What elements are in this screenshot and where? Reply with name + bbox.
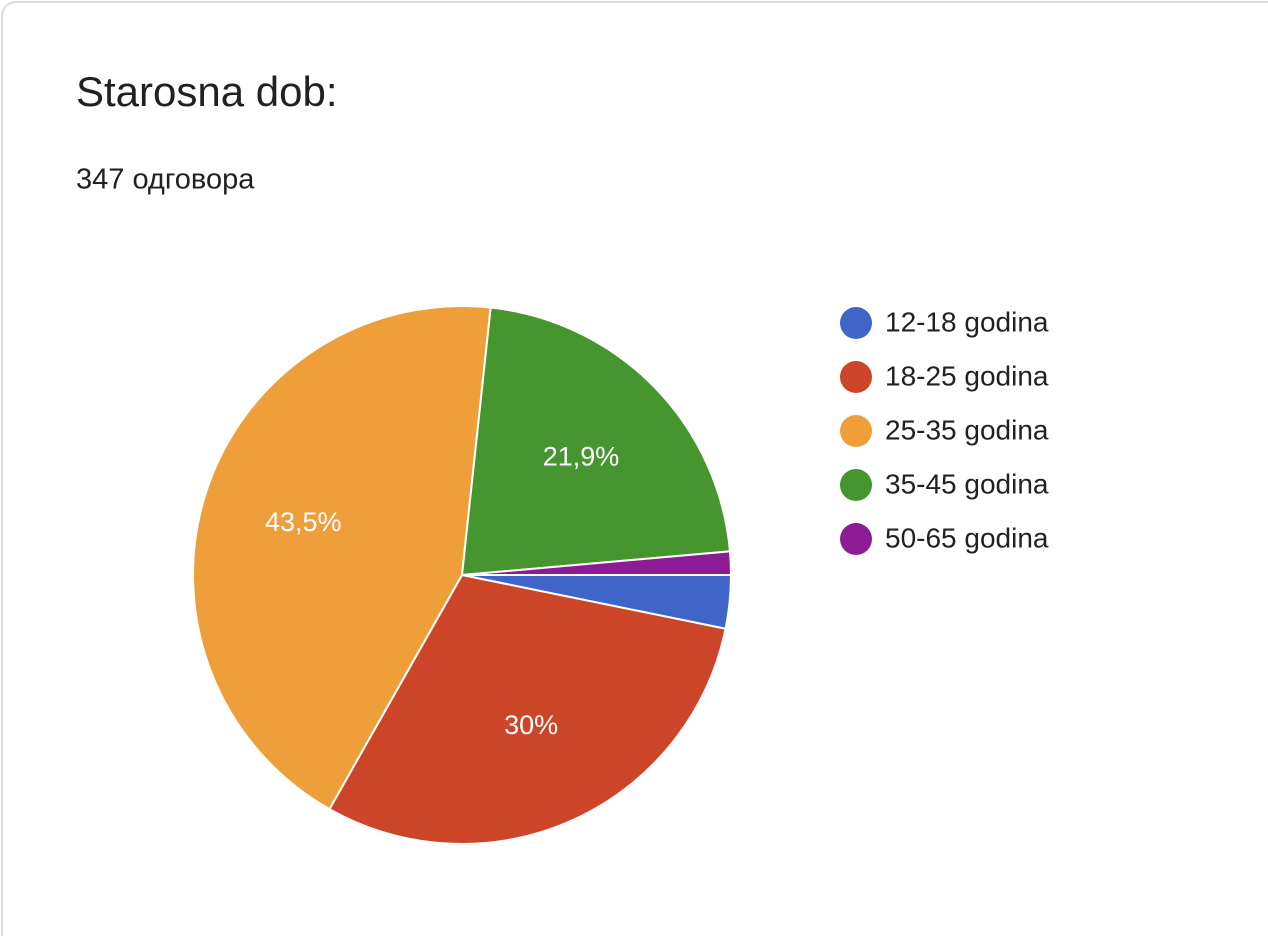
pie-slice — [192, 305, 492, 811]
chart-subtitle: 347 одговора — [76, 164, 255, 196]
legend-label: 25-35 godina — [885, 414, 1049, 445]
legend-label: 18-25 godina — [885, 360, 1049, 391]
legend-marker — [840, 307, 872, 339]
pie-slice — [328, 573, 727, 845]
chart-title: Starosna dob: — [76, 68, 338, 115]
legend-marker — [840, 523, 872, 555]
legend-marker — [840, 361, 872, 393]
value-label: 30% — [504, 710, 558, 740]
legend-label: 12-18 godina — [885, 306, 1049, 337]
pie-slice — [461, 550, 733, 576]
value-label: 43,5% — [265, 507, 342, 537]
value-label: 21,9% — [543, 441, 620, 471]
legend-marker — [840, 469, 872, 501]
legend-label: 50-65 godina — [885, 522, 1049, 553]
pie-slice — [460, 306, 732, 577]
legend-label: 35-45 godina — [885, 468, 1049, 499]
legend-marker — [840, 415, 872, 447]
